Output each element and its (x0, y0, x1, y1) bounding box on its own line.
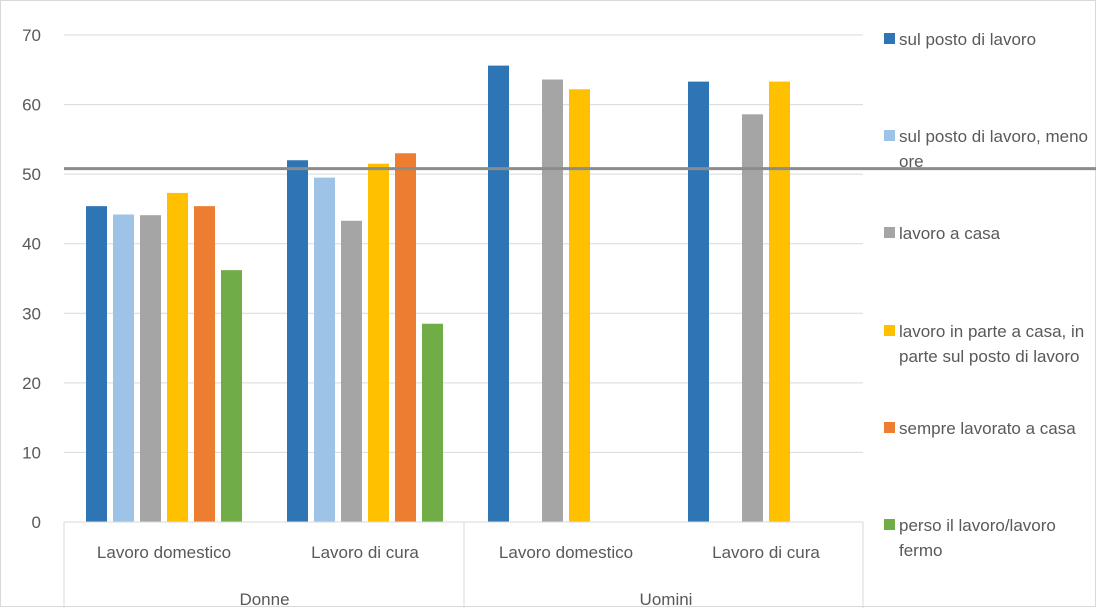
bar (194, 206, 215, 522)
y-tick-label: 10 (22, 443, 41, 462)
y-tick-label: 0 (32, 513, 41, 532)
bar (314, 177, 335, 522)
legend-label: lavoro a casa (899, 224, 1001, 243)
legend-item: lavoro a casa (884, 221, 1096, 246)
y-tick-label: 20 (22, 374, 41, 393)
y-tick-label: 30 (22, 304, 41, 323)
legend-swatch (884, 227, 895, 238)
legend-swatch (884, 325, 895, 336)
bar (221, 270, 242, 522)
y-tick-label: 70 (22, 26, 41, 45)
x-category-label: Lavoro di cura (311, 543, 419, 562)
legend-label: sul posto di lavoro, meno ore (899, 127, 1088, 171)
x-category-label: Lavoro di cura (712, 543, 820, 562)
x-group-label: Donne (239, 590, 289, 608)
bar (167, 192, 188, 523)
legend-swatch (884, 422, 895, 433)
bar (742, 114, 763, 522)
bar (140, 215, 161, 522)
bar (422, 323, 443, 522)
bar (341, 220, 362, 522)
bars (86, 65, 790, 523)
legend-item: lavoro in parte a casa, in parte sul pos… (884, 319, 1096, 369)
legend-label: sempre lavorato a casa (899, 419, 1076, 438)
legend-label: perso il lavoro/lavoro fermo (899, 516, 1056, 560)
bar (688, 81, 709, 522)
bar (569, 89, 590, 522)
y-axis-tick-labels: 0 10 20 30 40 50 60 70 (22, 26, 41, 532)
legend-item: perso il lavoro/lavoro fermo (884, 513, 1096, 563)
legend-item: sempre lavorato a casa (884, 416, 1096, 441)
bar (769, 81, 790, 522)
bar (86, 206, 107, 522)
legend-swatch (884, 519, 895, 530)
x-category-label: Lavoro domestico (97, 543, 231, 562)
legend-item: sul posto di lavoro (884, 27, 1096, 52)
bar (113, 214, 134, 522)
y-tick-label: 40 (22, 235, 41, 254)
bar (542, 79, 563, 523)
legend-swatch (884, 33, 895, 44)
legend-label: sul posto di lavoro (899, 30, 1037, 49)
legend-item: sul posto di lavoro, meno ore (884, 124, 1096, 174)
bar (368, 163, 389, 522)
legend-label: lavoro in parte a casa, in parte sul pos… (899, 322, 1085, 366)
bar (395, 153, 416, 522)
bar (287, 160, 308, 522)
y-tick-label: 50 (22, 165, 41, 184)
x-group-label: Uomini (640, 590, 693, 608)
x-axis: Lavoro domestico Lavoro di cura Donne Lavor… (63, 521, 864, 609)
legend-swatch (884, 130, 895, 141)
x-category-label: Lavoro domestico (499, 543, 633, 562)
legend: sul posto di lavoro sul posto di lavoro, … (884, 1, 1096, 608)
y-tick-label: 60 (22, 96, 41, 115)
bar (488, 65, 509, 523)
